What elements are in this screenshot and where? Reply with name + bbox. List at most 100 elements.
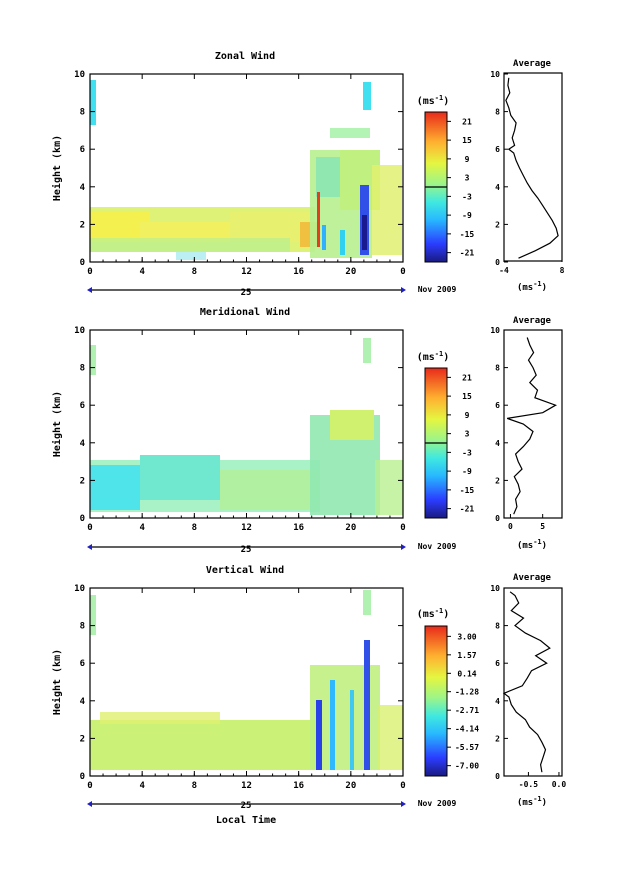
avg-y-tick-label: 0: [495, 514, 500, 523]
y-tick-label: 8: [80, 622, 85, 632]
avg-y-tick-label: 4: [495, 697, 500, 706]
y-tick-label: 6: [80, 145, 85, 155]
x-tick-label: 0: [87, 267, 92, 277]
x-tick-label: 12: [241, 267, 252, 277]
y-tick-label: 8: [80, 108, 85, 118]
y-tick-label: 6: [80, 659, 85, 669]
colorbar-units: (ms-1): [417, 94, 450, 107]
colorbar-tick-label: 15: [462, 136, 472, 145]
x-tick-label: 20: [345, 267, 356, 277]
avg-y-tick-label: 2: [495, 220, 500, 229]
heatmap-field: [90, 80, 402, 260]
x-tick-label: 4: [139, 781, 145, 791]
avg-y-tick-label: 4: [495, 439, 500, 448]
avg-y-tick-label: 2: [495, 734, 500, 743]
panel-title: Meridional Wind: [200, 306, 290, 318]
x-ticks: 0 4 8 12 16 20 0: [87, 74, 406, 277]
date-label: Nov 2009: [418, 285, 457, 294]
day-label: 25: [241, 801, 252, 811]
avg-y-tick-label: 6: [495, 659, 500, 668]
x-tick-label: 4: [139, 267, 145, 277]
avg-y-tick-label: 8: [495, 108, 500, 117]
avg-y-tick-label: 10: [490, 584, 500, 593]
colorbar-tick-label: 3: [465, 430, 470, 439]
avg-xlabel: (ms-1): [517, 280, 547, 293]
x-tick-label: 16: [293, 523, 304, 533]
avg-y-ticks: 0 2 4 6 8 10: [490, 326, 508, 523]
y-tick-label: 6: [80, 401, 85, 411]
y-tick-label: 0: [80, 772, 85, 782]
x-tick-label: 8: [192, 523, 197, 533]
avg-y-tick-label: 0: [495, 258, 500, 267]
x-axis-label: Local Time: [216, 814, 276, 826]
avg-x-ticks: -0.5 0.0: [519, 772, 566, 789]
colorbar-tick-label: 1.57: [457, 651, 476, 660]
date-label: Nov 2009: [418, 542, 457, 551]
avg-x-tick-label: -0.5: [519, 780, 538, 789]
x-tick-label: 0: [87, 523, 92, 533]
x-tick-label: 0: [87, 781, 92, 791]
colorbar-units: (ms-1): [417, 607, 450, 620]
avg-profile-line: [507, 337, 558, 515]
avg-y-tick-label: 0: [495, 772, 500, 781]
x-ticks: 0 4 8 12 16 20 0: [87, 588, 406, 791]
heatmap-field: [90, 338, 403, 515]
avg-y-tick-label: 6: [495, 145, 500, 154]
avg-y-tick-label: 6: [495, 401, 500, 410]
avg-y-tick-label: 10: [490, 326, 500, 335]
avg-y-tick-label: 8: [495, 622, 500, 631]
colorbar-tick-label: -15: [460, 230, 475, 239]
x-tick-label: 0: [400, 523, 405, 533]
colorbar-tick-label: -21: [460, 249, 475, 258]
x-tick-label: 0: [400, 781, 405, 791]
y-tick-label: 4: [80, 183, 86, 193]
colorbar-tick-label: 0.14: [457, 669, 476, 678]
y-ticks: 0 2 4 6 8 10: [74, 584, 403, 782]
x-tick-label: 8: [192, 267, 197, 277]
colorbar: [424, 625, 448, 777]
x-tick-label: 8: [192, 781, 197, 791]
avg-profile-line: [502, 591, 551, 773]
y-tick-label: 4: [80, 439, 86, 449]
y-tick-label: 10: [74, 70, 85, 80]
x-tick-label: 12: [241, 781, 252, 791]
colorbar-tick-label: 3.00: [457, 632, 476, 641]
y-tick-label: 2: [80, 734, 85, 744]
avg-frame: [503, 72, 563, 262]
heatmap-field: [90, 590, 403, 770]
colorbar-tick-label: 21: [462, 117, 472, 126]
x-tick-label: 20: [345, 781, 356, 791]
panel-title: Vertical Wind: [206, 564, 284, 576]
x-tick-label: 0: [400, 267, 405, 277]
y-tick-label: 8: [80, 364, 85, 374]
colorbar-tick-label: -15: [460, 486, 475, 495]
day-label: 25: [241, 288, 252, 298]
colorbar-tick-label: -3: [462, 192, 472, 201]
x-tick-label: 20: [345, 523, 356, 533]
y-axis-label: Height (km): [51, 649, 63, 715]
avg-y-tick-label: 4: [495, 183, 500, 192]
colorbar-tick-label: 9: [465, 411, 470, 420]
colorbar-ticks: 21 15 9 3 -3 -9 -15 -21: [447, 117, 475, 258]
avg-x-tick-label: -4: [499, 266, 509, 275]
colorbar-ticks: 3.00 1.57 0.14 -1.28 -2.71 -4.14 -5.57 -7.00: [447, 632, 479, 771]
y-tick-label: 0: [80, 258, 85, 268]
colorbar-tick-label: -7.00: [455, 762, 479, 771]
avg-x-tick-label: 0: [508, 522, 513, 531]
colorbar-units: (ms-1): [417, 350, 450, 363]
y-ticks: 0 2 4 6 8 10: [74, 70, 403, 268]
avg-title: Average: [513, 573, 552, 583]
colorbar-tick-label: -2.71: [455, 706, 479, 715]
avg-frame: [503, 329, 563, 519]
y-tick-label: 2: [80, 220, 85, 230]
avg-y-ticks: 0 2 4 6 8 10: [490, 584, 508, 781]
x-tick-label: 16: [293, 267, 304, 277]
x-tick-label: 4: [139, 523, 145, 533]
date-label: Nov 2009: [418, 799, 457, 808]
colorbar-tick-label: -1.28: [455, 688, 479, 697]
